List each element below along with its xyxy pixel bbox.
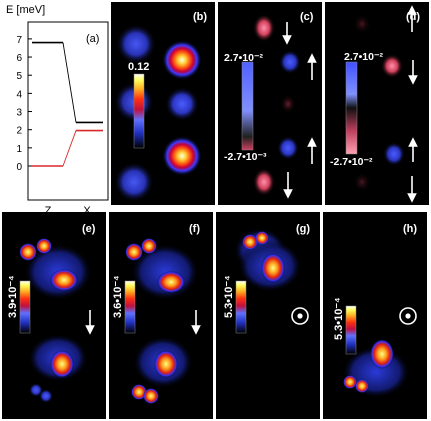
panel-h-scale: 5.3•10⁻⁴ — [333, 297, 345, 340]
panel-d-scale-bottom: -2.7•10⁻² — [330, 156, 373, 168]
panel-b-label: (b) — [193, 11, 207, 23]
connector-black — [62, 42, 77, 123]
energy-y-ticks: 0 1 2 3 4 5 6 7 — [16, 35, 32, 173]
panel-c: 2.7•10⁻² -2.7•10⁻³ (c) — [218, 2, 322, 205]
panel-g-colorbar — [235, 280, 247, 334]
panel-e-scale: 3.9•10⁻⁴ — [7, 275, 19, 318]
panel-d-background — [325, 2, 429, 205]
x-tick-z: Z — [45, 205, 52, 217]
panel-c-label: (c) — [300, 11, 314, 23]
panel-d-spin-arrows — [407, 5, 418, 203]
panel-c-scale-top: 2.7•10⁻² — [224, 52, 263, 64]
energy-axis-label: E [meV] — [6, 4, 45, 16]
panel-e-label: (e) — [82, 223, 96, 235]
panel-g-label: (g) — [296, 223, 310, 235]
panel-h: 5.3•10⁻⁴ (h) — [323, 212, 427, 419]
panel-e: 3.9•10⁻⁴ (e) — [2, 212, 106, 419]
y-tick-label: 2 — [16, 126, 22, 137]
y-tick-label: 7 — [16, 35, 22, 46]
y-tick-label: 1 — [16, 144, 22, 155]
panel-b-scale: 0.12 — [128, 61, 149, 73]
y-tick-label: 3 — [16, 108, 22, 119]
panel-g-scale: 5.3•10⁻⁴ — [223, 275, 235, 318]
y-tick-label: 0 — [16, 162, 22, 173]
panel-e-colorbar — [19, 280, 31, 334]
panel-b-colorbar — [133, 73, 145, 149]
out-of-plane-spin-icon — [291, 307, 309, 325]
panel-h-label: (h) — [403, 223, 417, 235]
panel-h-colorbar — [345, 305, 357, 355]
panel-a-label: (a) — [86, 33, 99, 45]
panel-b: 0.12 (b) — [111, 2, 215, 205]
panel-c-colorbar — [241, 61, 254, 151]
x-tick-x: X — [83, 205, 91, 217]
panel-f-scale: 3.6•10⁻⁴ — [112, 275, 124, 318]
panel-c-spin-arrows — [282, 22, 317, 199]
connector-red — [62, 130, 77, 167]
panel-g: 5.3•10⁻⁴ (g) — [216, 212, 320, 419]
panel-c-scale-bottom: -2.7•10⁻³ — [224, 151, 267, 163]
energy-level-plot: E [meV] (a) 0 1 2 3 4 5 6 7 Z X — [6, 4, 109, 217]
panel-f-label: (f) — [189, 223, 200, 235]
y-tick-label: 5 — [16, 71, 22, 82]
energy-levels — [32, 41, 103, 167]
panel-d: 2.7•10⁻² -2.7•10⁻² (d) — [325, 2, 429, 205]
panel-f-colorbar — [124, 280, 136, 334]
panel-f: 3.6•10⁻⁴ (f) — [109, 212, 213, 419]
panel-d-label: (d) — [406, 11, 420, 23]
y-tick-label: 4 — [16, 89, 22, 100]
panel-f-background — [109, 212, 213, 419]
panel-d-colorbar — [345, 61, 358, 155]
y-tick-label: 6 — [16, 53, 22, 64]
out-of-plane-spin-icon — [399, 307, 417, 325]
energy-plot-frame — [27, 21, 109, 201]
panel-d-scale-top: 2.7•10⁻² — [344, 51, 383, 63]
